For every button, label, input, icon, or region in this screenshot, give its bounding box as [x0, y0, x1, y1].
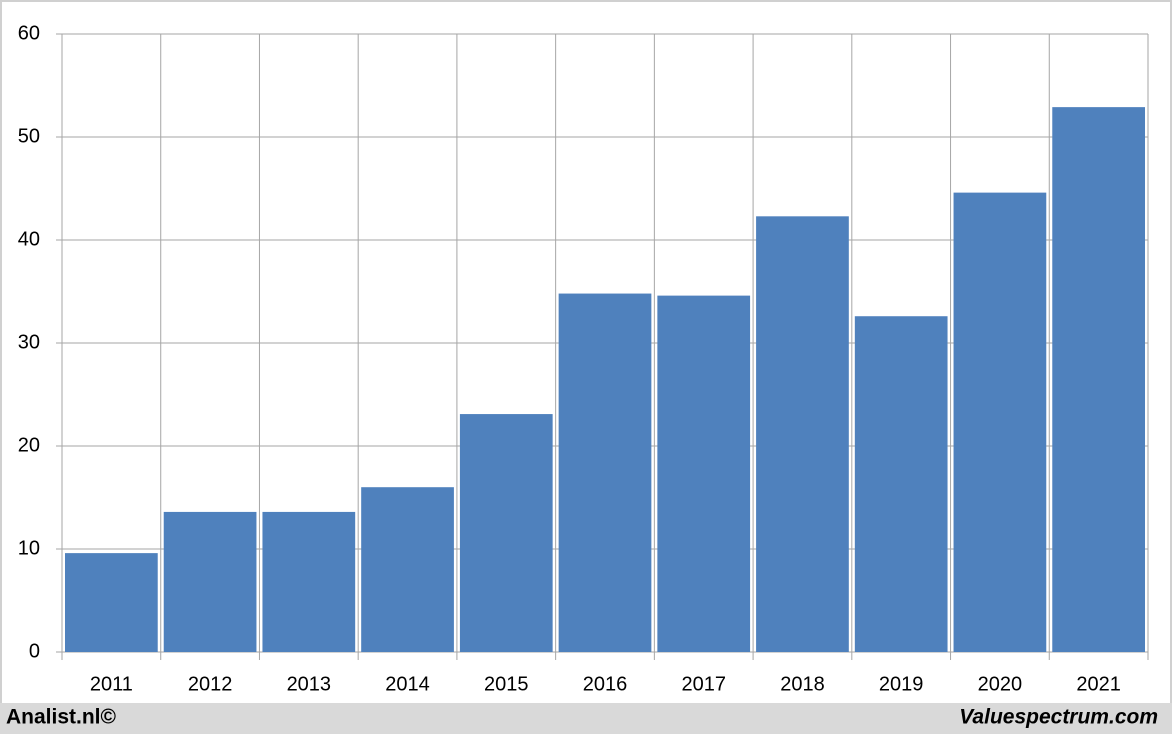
footer-right: Valuespectrum.com — [959, 706, 1158, 729]
footer-left: Analist.nl© — [6, 706, 117, 729]
bar — [361, 487, 454, 652]
x-tick-label: 2021 — [1076, 673, 1121, 695]
x-tick-label: 2011 — [90, 673, 133, 695]
x-tick-label: 2013 — [287, 673, 332, 695]
bar — [262, 511, 356, 652]
x-tick-label: 2014 — [385, 673, 430, 695]
bar — [558, 293, 652, 652]
bar — [1052, 107, 1145, 652]
y-tick-label: 40 — [18, 228, 40, 250]
y-tick-label: 60 — [18, 22, 40, 44]
bar — [756, 216, 849, 652]
bar — [163, 511, 257, 652]
y-tick-label: 50 — [18, 125, 40, 147]
x-tick-label: 2015 — [484, 673, 529, 695]
y-tick-label: 0 — [29, 640, 40, 662]
x-tick-label: 2019 — [879, 673, 924, 695]
x-tick-label: 2017 — [681, 673, 726, 695]
x-tick-label: 2020 — [978, 673, 1023, 695]
x-tick-label: 2012 — [188, 673, 233, 695]
footer-band — [0, 703, 1172, 734]
y-tick-label: 30 — [18, 331, 40, 353]
x-tick-label: 2016 — [583, 673, 628, 695]
bar — [65, 553, 158, 652]
bar — [953, 192, 1047, 652]
bar — [459, 414, 553, 652]
bar — [854, 316, 948, 652]
y-tick-label: 10 — [18, 537, 40, 559]
bar — [657, 295, 751, 652]
y-tick-label: 20 — [18, 434, 40, 456]
x-tick-label: 2018 — [780, 673, 825, 695]
